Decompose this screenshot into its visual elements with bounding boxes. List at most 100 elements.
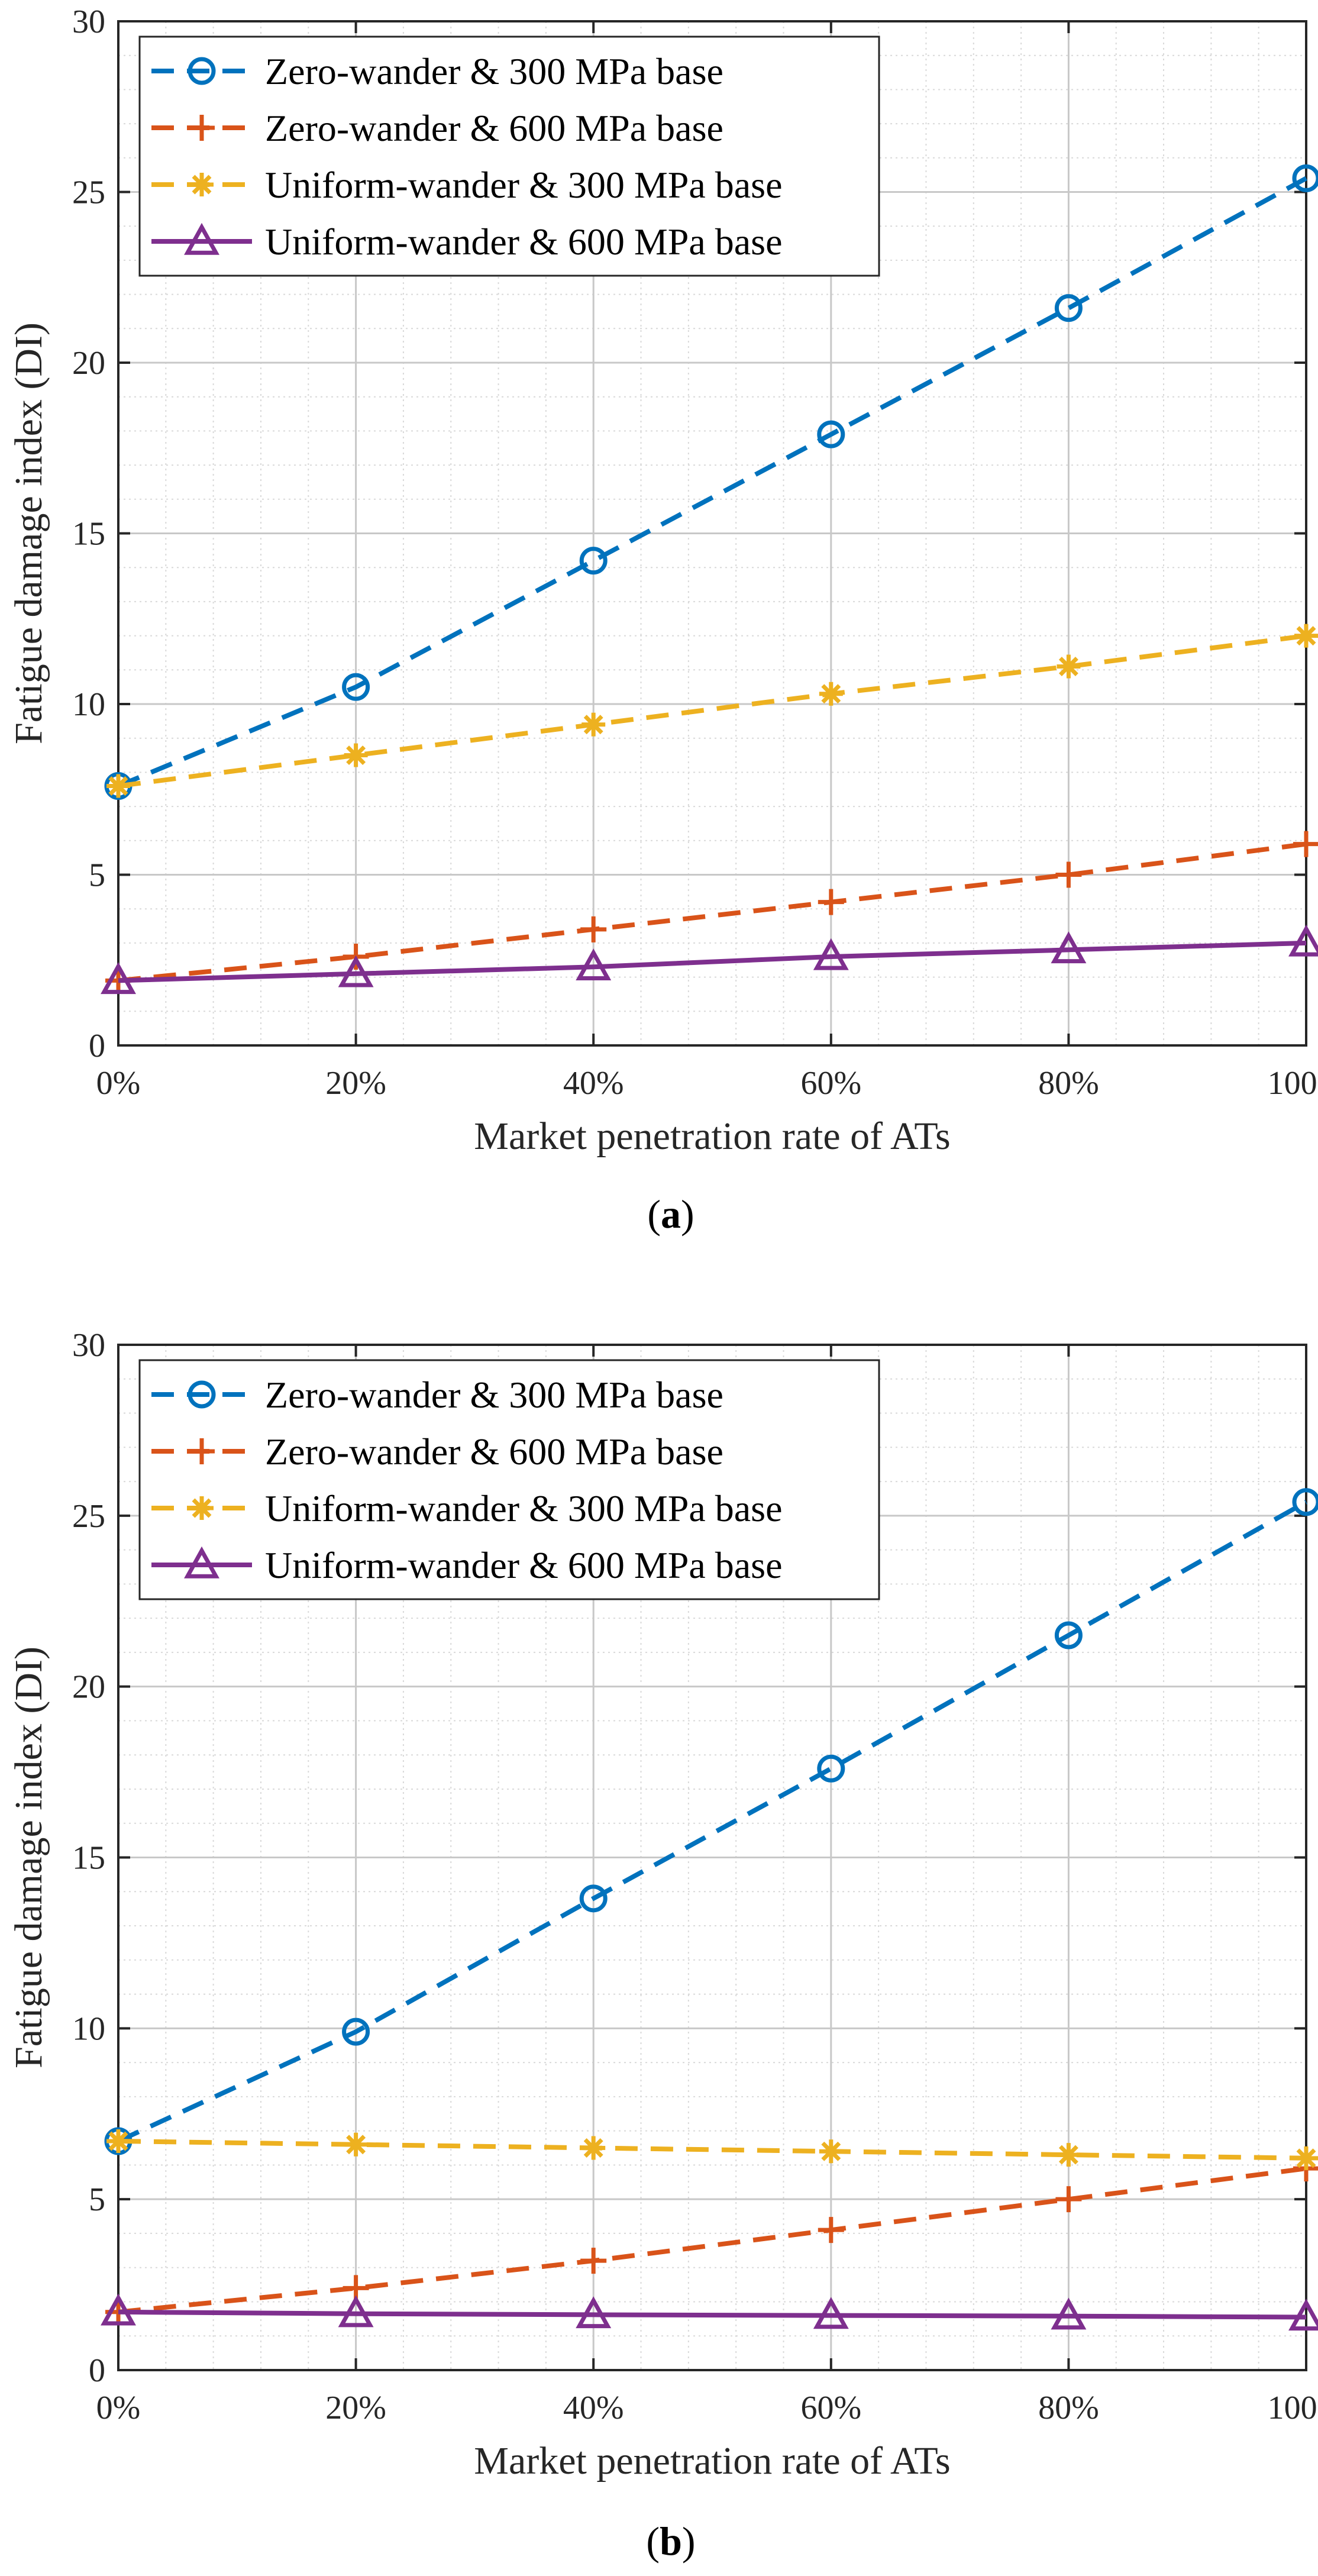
panel-caption: (a) bbox=[647, 1192, 694, 1237]
data-point bbox=[342, 2017, 370, 2046]
data-point bbox=[338, 955, 374, 987]
data-point bbox=[1055, 861, 1082, 888]
x-tick-label: 20% bbox=[325, 1065, 386, 1102]
y-tick-label: 20 bbox=[72, 345, 105, 382]
data-point bbox=[1054, 1621, 1083, 1649]
data-point bbox=[338, 2295, 374, 2328]
panel-caption: (b) bbox=[646, 2519, 695, 2564]
series-line bbox=[118, 841, 1307, 983]
x-tick-label: 40% bbox=[563, 2390, 624, 2426]
data-point bbox=[1294, 624, 1318, 648]
data-point bbox=[1294, 2146, 1318, 2170]
legend-entry: Zero-wander & 600 MPa base bbox=[265, 107, 723, 149]
data-point bbox=[818, 889, 844, 915]
data-point bbox=[582, 712, 606, 737]
y-tick-label: 5 bbox=[89, 2181, 105, 2218]
data-point bbox=[1288, 924, 1318, 957]
y-tick-label: 15 bbox=[72, 1840, 105, 1877]
x-tick-label: 0% bbox=[96, 2390, 141, 2426]
series-line bbox=[118, 940, 1307, 983]
x-tick-label: 60% bbox=[800, 2390, 861, 2426]
data-point bbox=[813, 2297, 849, 2329]
data-point bbox=[1057, 654, 1081, 679]
x-tick-label: 80% bbox=[1038, 2390, 1099, 2426]
legend-marker bbox=[190, 173, 214, 196]
data-point bbox=[580, 916, 607, 942]
chart-panel-a: 0 5 10 15 20 25 30 0% 20% 40% 60% 80% 100% Market pen… bbox=[7, 4, 1318, 1237]
y-tick-label: 25 bbox=[72, 1498, 105, 1535]
legend-marker bbox=[189, 115, 215, 141]
series-line bbox=[117, 1500, 1307, 2144]
y-tick-label: 30 bbox=[72, 1327, 105, 1364]
data-point bbox=[817, 1754, 845, 1783]
data-point bbox=[576, 2296, 612, 2329]
series-line bbox=[118, 633, 1307, 789]
legend-entry: Uniform-wander & 600 MPa base bbox=[265, 1544, 782, 1586]
series-uniform-wander-and-300-mpa-base bbox=[106, 624, 1318, 798]
data-point bbox=[106, 774, 130, 798]
y-axis-label: Fatigue damage index (DI) bbox=[7, 322, 50, 744]
x-tick-label: 40% bbox=[563, 1065, 624, 1102]
series-uniform-wander-and-300-mpa-base bbox=[106, 2129, 1318, 2170]
legend-box bbox=[138, 1359, 880, 1600]
data-point bbox=[813, 938, 849, 970]
legend-entry: Zero-wander & 600 MPa base bbox=[265, 1431, 723, 1473]
data-point bbox=[576, 948, 612, 980]
y-tick-label: 15 bbox=[72, 516, 105, 553]
y-tick-label: 10 bbox=[72, 2010, 105, 2047]
data-point bbox=[817, 420, 845, 448]
y-axis-label: Fatigue damage index (DI) bbox=[7, 1647, 50, 2068]
data-point bbox=[819, 682, 843, 706]
data-point bbox=[344, 743, 368, 767]
y-tick-label: 20 bbox=[72, 1669, 105, 1706]
y-tick-label: 10 bbox=[72, 686, 105, 723]
data-point bbox=[1292, 1488, 1318, 1516]
data-point bbox=[579, 1884, 608, 1913]
data-point bbox=[580, 2248, 607, 2274]
x-axis-label: Market penetration rate of ATs bbox=[474, 1115, 950, 1158]
series-line bbox=[118, 2166, 1307, 2314]
data-point bbox=[1057, 2143, 1081, 2167]
data-point bbox=[1055, 2186, 1082, 2213]
data-point bbox=[1051, 931, 1087, 964]
x-tick-label: 100% bbox=[1268, 2390, 1318, 2426]
data-point bbox=[101, 962, 136, 995]
legend-marker bbox=[184, 1546, 219, 1578]
legend: Zero-wander & 300 MPa base Zero-wander & … bbox=[138, 1359, 880, 1600]
y-tick-label: 5 bbox=[89, 857, 105, 894]
data-point bbox=[1292, 164, 1318, 192]
series-uniform-wander-and-600-mpa-base bbox=[101, 924, 1318, 995]
x-tick-label: 20% bbox=[325, 2390, 386, 2426]
legend-marker bbox=[190, 1496, 214, 1520]
legend-marker bbox=[188, 57, 216, 85]
legend-entry: Zero-wander & 300 MPa base bbox=[265, 50, 723, 92]
data-point bbox=[342, 673, 370, 701]
legend-entry: Uniform-wander & 300 MPa base bbox=[265, 1487, 782, 1529]
chart-panel-b: 0 5 10 15 20 25 30 0% 20% 40% 60% 80% 100% Market pen… bbox=[7, 1327, 1318, 2564]
data-point bbox=[582, 2136, 606, 2160]
legend-entry: Uniform-wander & 300 MPa base bbox=[265, 164, 782, 206]
series-line bbox=[118, 2139, 1307, 2161]
data-point bbox=[101, 2293, 136, 2326]
data-point bbox=[1293, 831, 1318, 857]
y-tick-label: 0 bbox=[89, 2352, 105, 2389]
legend-marker bbox=[184, 222, 219, 255]
x-tick-label: 100% bbox=[1268, 1065, 1318, 1102]
series-line bbox=[117, 176, 1307, 789]
data-point bbox=[818, 2217, 844, 2243]
y-tick-label: 25 bbox=[72, 175, 105, 211]
legend-entry: Uniform-wander & 600 MPa base bbox=[265, 221, 782, 263]
data-point bbox=[1051, 2297, 1087, 2330]
x-tick-label: 60% bbox=[800, 1065, 861, 1102]
series-uniform-wander-and-600-mpa-base bbox=[101, 2293, 1318, 2331]
data-point bbox=[1288, 2299, 1318, 2331]
legend-box bbox=[138, 35, 880, 277]
legend: Zero-wander & 300 MPa base Zero-wander & … bbox=[138, 35, 880, 277]
y-tick-label: 0 bbox=[89, 1028, 105, 1064]
x-axis-label: Market penetration rate of ATs bbox=[474, 2439, 950, 2483]
x-tick-label: 0% bbox=[96, 1065, 141, 1102]
data-point bbox=[819, 2139, 843, 2164]
series-line bbox=[118, 2309, 1307, 2320]
legend-entry: Zero-wander & 300 MPa base bbox=[265, 1374, 723, 1416]
